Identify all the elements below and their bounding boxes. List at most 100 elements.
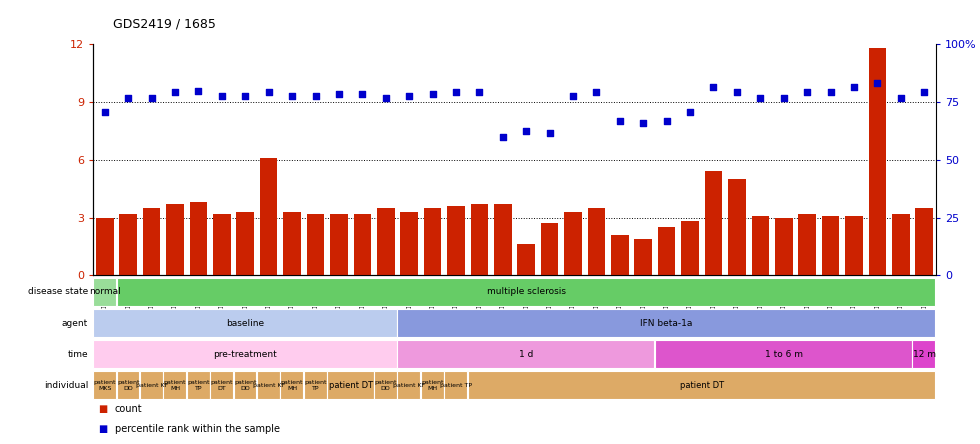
Point — [237, 93, 253, 100]
Bar — [799, 214, 816, 275]
Text: normal: normal — [89, 287, 121, 297]
Bar — [845, 216, 862, 275]
Text: multiple sclerosis: multiple sclerosis — [487, 287, 565, 297]
Bar — [167, 204, 184, 275]
Point — [214, 93, 229, 100]
Bar — [330, 214, 348, 275]
Text: patient DT: patient DT — [680, 381, 724, 390]
Point — [331, 91, 347, 98]
Text: count: count — [115, 404, 142, 414]
Bar — [612, 235, 628, 275]
Bar — [517, 245, 535, 275]
Point — [589, 89, 605, 96]
Point — [121, 95, 136, 102]
Point — [565, 93, 581, 100]
Bar — [354, 214, 371, 275]
Bar — [705, 171, 722, 275]
Text: time: time — [68, 349, 88, 359]
Point — [869, 79, 885, 87]
Bar — [681, 222, 699, 275]
Text: patient DT: patient DT — [328, 381, 372, 390]
Bar — [634, 239, 652, 275]
Bar — [775, 218, 793, 275]
Point — [800, 89, 815, 96]
Bar — [260, 158, 277, 275]
Point — [97, 108, 113, 115]
Point — [144, 95, 160, 102]
Point — [448, 89, 464, 96]
Point — [471, 89, 487, 96]
Text: patient
TP: patient TP — [187, 380, 210, 391]
Bar — [401, 212, 417, 275]
Text: percentile rank within the sample: percentile rank within the sample — [115, 424, 279, 434]
Point — [612, 118, 627, 125]
Bar — [377, 208, 395, 275]
Point — [542, 129, 558, 136]
Point — [495, 133, 511, 140]
Bar — [143, 208, 161, 275]
Text: patient KF: patient KF — [253, 383, 285, 388]
Point — [635, 120, 651, 127]
Text: patient
DD: patient DD — [374, 380, 397, 391]
Bar — [728, 179, 746, 275]
Text: patient KF: patient KF — [393, 383, 425, 388]
Point — [308, 93, 323, 100]
Bar — [494, 204, 512, 275]
Text: ■: ■ — [98, 404, 107, 414]
Bar — [423, 208, 441, 275]
Bar — [822, 216, 839, 275]
Point — [284, 93, 300, 100]
Point — [753, 95, 768, 102]
Text: patient
MH: patient MH — [281, 380, 304, 391]
Text: patient
MH: patient MH — [164, 380, 186, 391]
Point — [846, 83, 861, 90]
Point — [378, 95, 394, 102]
Text: patient
DD: patient DD — [234, 380, 257, 391]
Text: agent: agent — [62, 318, 88, 328]
Point — [729, 89, 745, 96]
Bar — [213, 214, 230, 275]
Point — [706, 83, 721, 90]
Point — [776, 95, 792, 102]
Point — [822, 89, 838, 96]
Bar — [307, 214, 324, 275]
Bar — [541, 223, 559, 275]
Point — [659, 118, 674, 125]
Point — [355, 91, 370, 98]
Text: pre-treatment: pre-treatment — [214, 349, 277, 359]
Point — [261, 89, 276, 96]
Bar — [236, 212, 254, 275]
Bar — [752, 216, 769, 275]
Text: disease state: disease state — [28, 287, 88, 297]
Text: 1 to 6 m: 1 to 6 m — [764, 349, 803, 359]
Text: GDS2419 / 1685: GDS2419 / 1685 — [113, 18, 216, 31]
Bar — [283, 212, 301, 275]
Bar — [658, 227, 675, 275]
Point — [518, 127, 534, 135]
Text: patient
MH: patient MH — [421, 380, 444, 391]
Bar — [564, 212, 582, 275]
Point — [424, 91, 440, 98]
Text: individual: individual — [44, 381, 88, 390]
Text: patient
TP: patient TP — [304, 380, 326, 391]
Text: patient
DT: patient DT — [211, 380, 233, 391]
Bar — [868, 48, 886, 275]
Point — [893, 95, 908, 102]
Text: patient
DD: patient DD — [117, 380, 139, 391]
Bar — [190, 202, 207, 275]
Text: baseline: baseline — [226, 318, 265, 328]
Text: patient
MKS: patient MKS — [93, 380, 116, 391]
Bar — [447, 206, 465, 275]
Bar — [96, 218, 114, 275]
Text: patient KF: patient KF — [135, 383, 168, 388]
Text: 12 m: 12 m — [912, 349, 936, 359]
Text: patient TP: patient TP — [440, 383, 472, 388]
Point — [190, 87, 206, 94]
Bar — [470, 204, 488, 275]
Point — [168, 89, 183, 96]
Bar — [892, 214, 909, 275]
Text: ■: ■ — [98, 424, 107, 434]
Text: IFN beta-1a: IFN beta-1a — [641, 318, 693, 328]
Bar — [588, 208, 606, 275]
Bar — [120, 214, 137, 275]
